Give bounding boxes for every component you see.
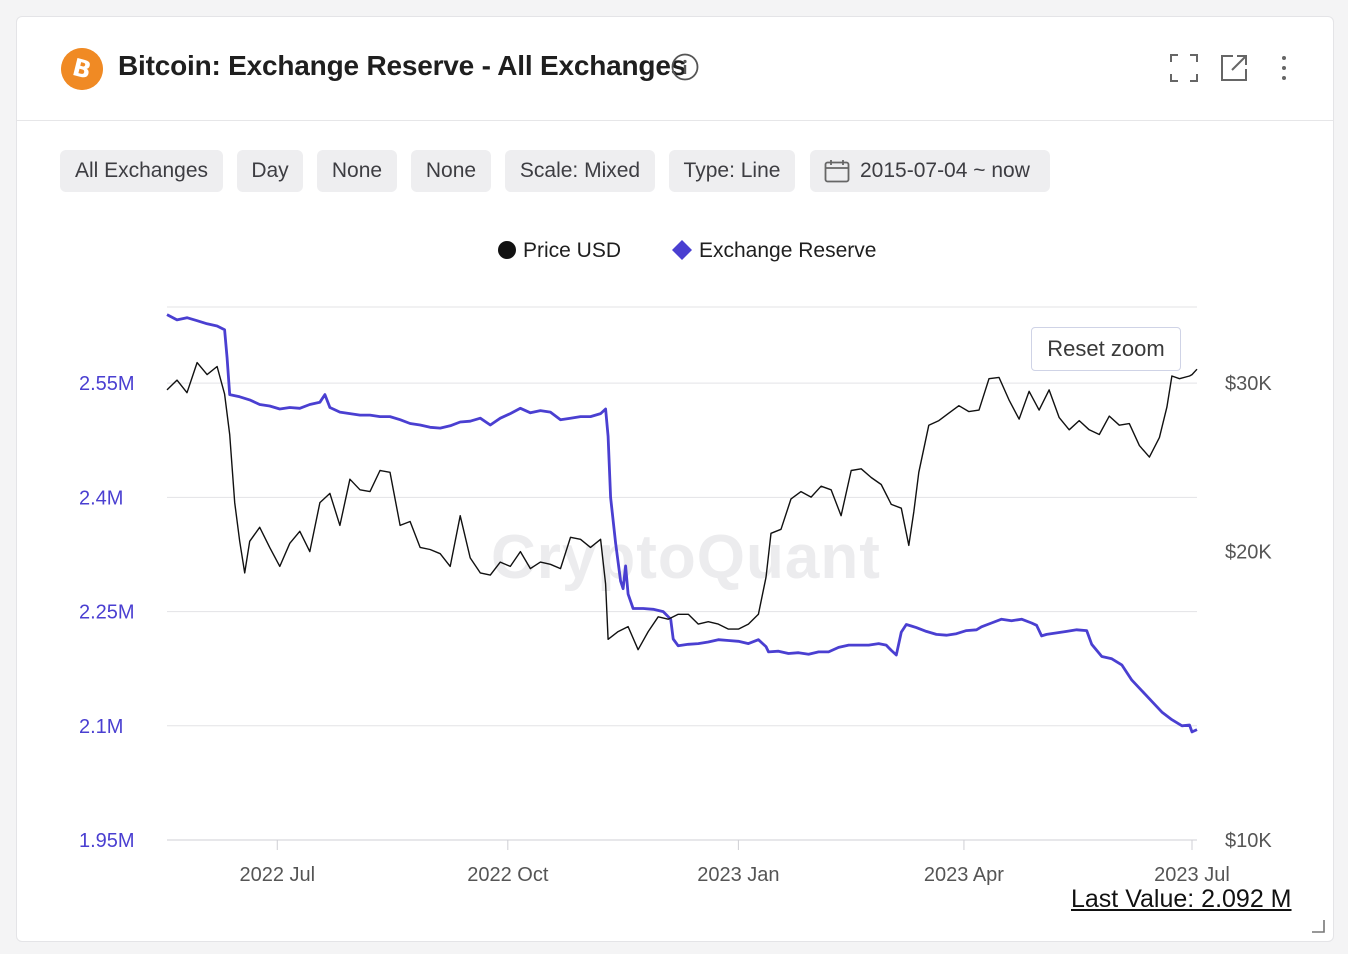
left-axis-tick-label: 2.55M — [79, 373, 135, 395]
right-axis-tick-label: $20K — [1225, 542, 1272, 564]
x-axis-tick-label: 2023 Jul — [1154, 864, 1230, 886]
scale-filter[interactable]: Scale: Mixed — [505, 150, 655, 192]
x-axis-tick-label: 2023 Apr — [924, 864, 1004, 886]
date-range-filter[interactable]: 2015-07-04 ~ now — [810, 150, 1050, 192]
legend-price-label: Price USD — [523, 239, 622, 262]
left-axis-tick-label: 2.1M — [79, 716, 123, 738]
price-usd-line — [166, 361, 1198, 651]
x-axis-tick-label: 2022 Jul — [239, 864, 315, 886]
legend-reserve-marker-icon — [672, 240, 692, 260]
window-filter[interactable]: Day — [237, 150, 303, 192]
left-axis-tick-label: 2.25M — [79, 602, 135, 624]
right-axis-tick-label: $30K — [1225, 373, 1272, 395]
indicator-filter[interactable]: None — [317, 150, 397, 192]
chart-plot[interactable]: 2.55M 2.4M 2.25M 2.1M 1.95M $30K $20K $10K 2022 … — [17, 17, 1333, 941]
x-axis-tick-label: 2022 Oct — [467, 864, 549, 886]
calendar-icon — [824, 160, 850, 183]
legend-reserve[interactable]: Exchange Reserve — [671, 239, 876, 263]
x-axis-tick-label: 2023 Jan — [697, 864, 779, 886]
resize-handle-icon[interactable] — [1311, 919, 1325, 933]
right-axis-tick-label: $10K — [1225, 830, 1272, 852]
legend-reserve-label: Exchange Reserve — [699, 239, 877, 262]
last-value-readout: Last Value: 2.092 M — [1071, 885, 1292, 913]
date-range-text: 2015-07-04 ~ now — [860, 159, 1030, 182]
external-link-icon[interactable] — [1219, 53, 1249, 83]
page-title: Bitcoin: Exchange Reserve - All Exchange… — [118, 50, 687, 81]
watermark: CryptoQuant — [491, 523, 881, 592]
left-axis-tick-label: 2.4M — [79, 487, 123, 509]
btc-logo-icon: B — [61, 48, 103, 90]
more-vertical-icon[interactable] — [1277, 53, 1291, 83]
fullscreen-icon[interactable] — [1169, 53, 1199, 83]
reset-zoom-button[interactable]: Reset zoom — [1031, 327, 1181, 371]
info-icon[interactable] — [671, 53, 699, 81]
type-filter[interactable]: Type: Line — [669, 150, 795, 192]
legend-price[interactable]: Price USD — [497, 239, 621, 263]
exchange-reserve-line — [166, 313, 1198, 734]
exchange-filter[interactable]: All Exchanges — [60, 150, 223, 192]
chart-header: B Bitcoin: Exchange Reserve - All Exchan… — [17, 17, 1333, 121]
chart-card: B Bitcoin: Exchange Reserve - All Exchan… — [16, 16, 1334, 942]
legend-price-marker-icon — [498, 241, 516, 259]
left-axis-tick-label: 1.95M — [79, 830, 135, 852]
indicator-filter-2[interactable]: None — [411, 150, 491, 192]
